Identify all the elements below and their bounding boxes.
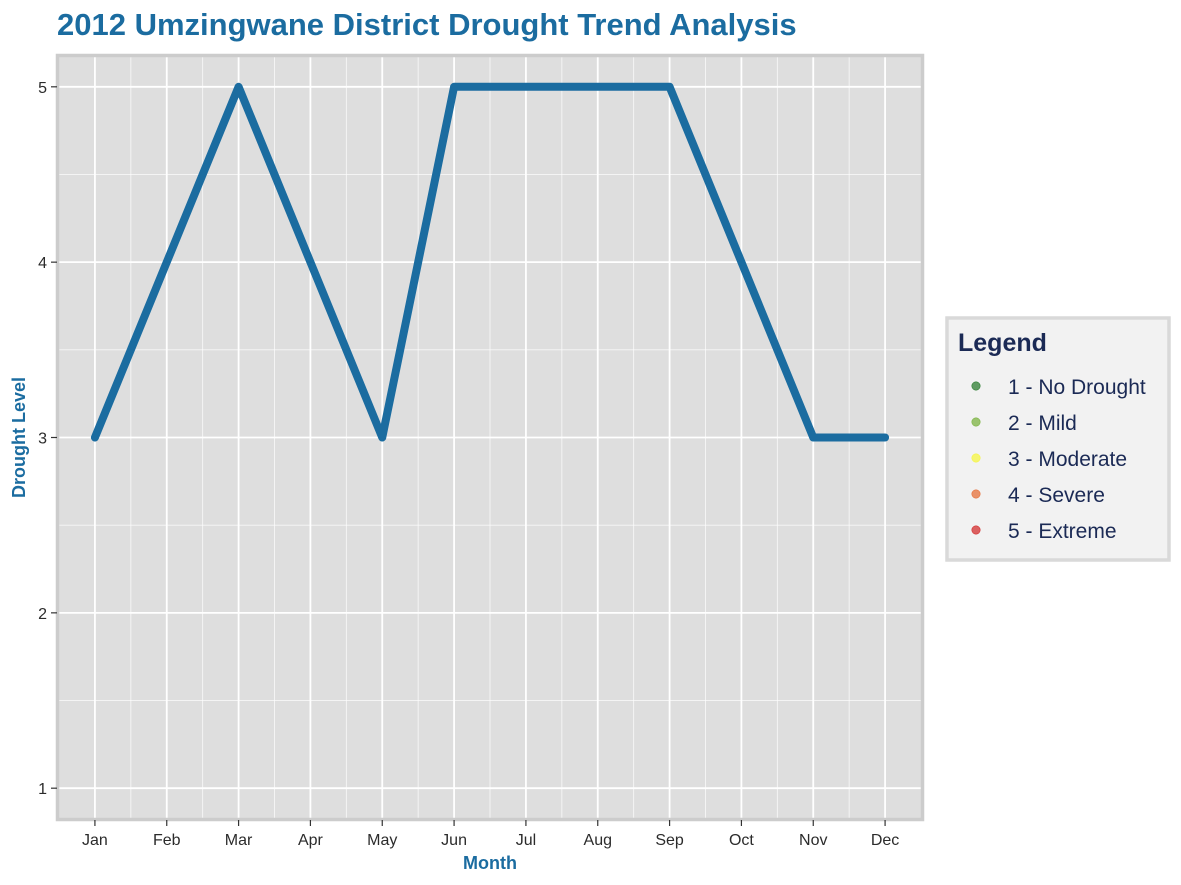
data-point (378, 434, 386, 441)
legend-label: 4 - Severe (1008, 484, 1105, 507)
x-tick-label: Mar (225, 832, 253, 849)
y-tick-label: 4 (38, 255, 47, 272)
data-point (666, 83, 674, 91)
y-tick-label: 3 (38, 431, 47, 448)
data-point (91, 434, 99, 441)
x-tick-label: Jun (441, 832, 467, 849)
data-point (809, 434, 817, 441)
legend-key-icon (971, 525, 981, 535)
y-tick-label: 5 (38, 80, 47, 97)
y-tick-label: 2 (38, 606, 47, 623)
x-tick-label: Dec (871, 832, 899, 849)
data-point (594, 83, 602, 91)
legend-key-icon (971, 453, 981, 463)
x-tick-label: Oct (729, 832, 754, 849)
legend-label: 1 - No Drought (1008, 376, 1146, 399)
axes: Jan Feb Mar Apr May Jun Jul Aug Sep Oct Nov Dec 1 2 3 4… (38, 80, 899, 849)
data-point (881, 434, 889, 441)
x-tick-label: May (367, 832, 397, 849)
y-tick-label: 1 (38, 781, 47, 798)
legend-key-icon (971, 381, 981, 391)
legend: Legend 1 - No Drought 2 - Mild 3 - Moderat… (945, 316, 1171, 562)
x-tick-label: Sep (655, 832, 684, 849)
legend-label: 5 - Extreme (1008, 520, 1117, 543)
legend-label: 2 - Mild (1008, 412, 1077, 435)
x-tick-label: Nov (799, 832, 827, 849)
data-point (737, 258, 745, 266)
x-tick-label: Jul (516, 832, 536, 849)
data-point (235, 83, 243, 91)
legend-key-icon (971, 489, 981, 499)
data-point (450, 83, 458, 91)
legend-title: Legend (958, 329, 1047, 357)
x-tick-label: Apr (298, 832, 324, 849)
legend-box (945, 316, 1171, 562)
x-axis-title: Month (463, 853, 517, 873)
plot-panel-border (55, 53, 925, 822)
series-layer (90, 82, 890, 442)
data-point (163, 258, 171, 266)
legend-key-icon (971, 417, 981, 427)
x-tick-label: Feb (153, 832, 181, 849)
data-point (306, 258, 314, 266)
series-line (90, 82, 890, 442)
y-axis-title: Drought Level (9, 377, 29, 498)
chart-title: 2012 Umzingwane District Drought Trend A… (57, 7, 797, 42)
legend-items: 1 - No Drought 2 - Mild 3 - Moderate 4 - Se… (971, 376, 1146, 543)
legend-label: 3 - Moderate (1008, 448, 1127, 471)
x-tick-label: Jan (82, 832, 108, 849)
x-tick-label: Aug (584, 832, 612, 849)
data-point (522, 83, 530, 91)
